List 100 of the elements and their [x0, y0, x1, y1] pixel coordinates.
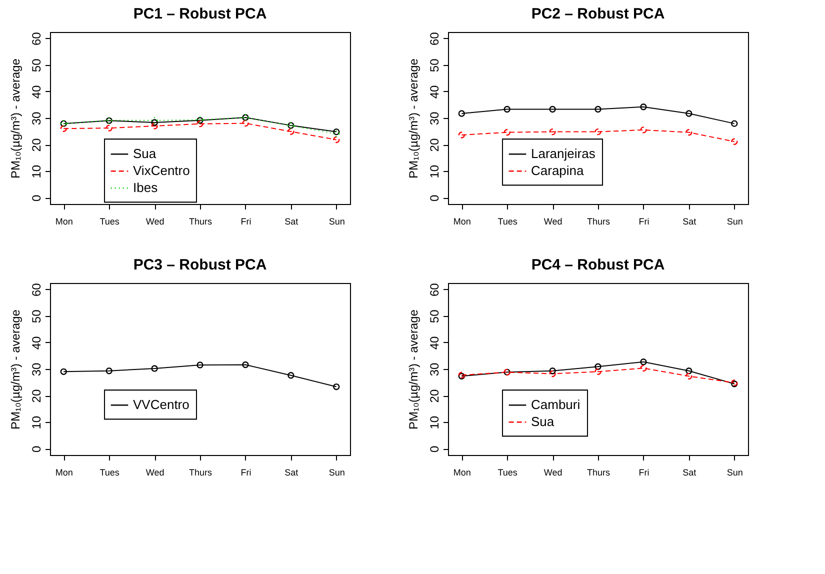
- x-tick-label: Wed: [544, 468, 562, 478]
- point: [686, 110, 692, 117]
- legend-label: Sua: [531, 414, 555, 430]
- y-tick-label: 60: [428, 282, 442, 297]
- x-tick-label: Sat: [682, 216, 697, 226]
- point: [151, 365, 158, 372]
- x-tick-label: Thurs: [188, 468, 212, 478]
- y-axis-title: PM₁₀(µg/m³) - average: [8, 309, 22, 430]
- y-tick-label: 20: [428, 389, 442, 403]
- x-tick-label: Thurs: [188, 216, 212, 226]
- point: [549, 106, 556, 113]
- point: [686, 372, 692, 380]
- y-tick-label: 40: [428, 336, 442, 350]
- point: [242, 361, 249, 368]
- x-tick-label: Sat: [284, 468, 299, 478]
- x-tick-label: Sun: [726, 468, 743, 478]
- point: [549, 370, 556, 378]
- y-tick-label: 10: [428, 416, 442, 430]
- chart-title: PC1 – Robust PCA: [133, 6, 267, 23]
- y-tick-label: 10: [30, 416, 44, 430]
- y-tick-label: 20: [30, 389, 44, 403]
- point: [594, 106, 602, 113]
- chart-title: PC4 – Robust PCA: [531, 256, 665, 274]
- x-tick-label: Thurs: [586, 216, 610, 226]
- y-tick-label: 40: [30, 336, 44, 350]
- y-tick-label: 30: [30, 362, 44, 376]
- y-tick-label: 10: [30, 164, 44, 178]
- point: [504, 129, 510, 136]
- x-tick-label: Thurs: [586, 468, 610, 478]
- y-tick-label: 30: [428, 362, 442, 376]
- y-axis-title: PM₁₀(µg/m³) - average: [406, 309, 420, 430]
- point: [504, 106, 510, 113]
- legend-label: Sua: [133, 146, 157, 162]
- point: [640, 126, 647, 134]
- point: [686, 129, 692, 136]
- legend-label: Ibes: [133, 180, 158, 196]
- legend-label: Laranjeiras: [531, 146, 596, 162]
- x-tick-label: Sat: [682, 468, 697, 478]
- point: [640, 104, 647, 110]
- point: [151, 122, 158, 130]
- y-tick-label: 0: [428, 194, 442, 202]
- y-tick-label: 50: [30, 309, 44, 324]
- y-tick-label: 60: [30, 282, 44, 297]
- y-tick-label: 50: [428, 58, 442, 72]
- y-axis-title: PM₁₀(µg/m³) - average: [8, 58, 22, 178]
- y-tick-label: 60: [30, 32, 44, 46]
- y-tick-label: 20: [30, 138, 44, 152]
- point: [549, 128, 556, 136]
- x-tick-label: Fri: [240, 216, 252, 226]
- y-tick-label: 50: [30, 58, 44, 72]
- x-tick-label: Fri: [240, 468, 252, 478]
- x-tick-label: Tues: [100, 468, 120, 478]
- y-axis-title: PM₁₀(µg/m³) - average: [406, 58, 420, 178]
- y-tick-label: 20: [428, 138, 442, 152]
- point: [106, 368, 112, 374]
- x-tick-label: Sat: [284, 216, 299, 226]
- point: [288, 372, 294, 379]
- y-tick-label: 0: [428, 445, 442, 452]
- legend-label: Carapina: [531, 163, 585, 178]
- legend-label: Camburi: [531, 397, 580, 412]
- x-tick-label: Tues: [100, 216, 120, 226]
- x-tick-label: Mon: [55, 468, 73, 478]
- point: [288, 128, 294, 135]
- x-tick-label: Mon: [453, 468, 471, 478]
- y-tick-label: 10: [428, 164, 442, 178]
- point: [106, 124, 112, 132]
- x-tick-label: Tues: [498, 468, 518, 478]
- x-tick-label: Wed: [146, 468, 164, 478]
- x-tick-label: Sun: [726, 216, 743, 226]
- point: [196, 120, 204, 128]
- x-tick-label: Sun: [328, 468, 345, 478]
- point: [242, 120, 249, 127]
- x-tick-label: Mon: [453, 216, 471, 226]
- chart-title: PC2 – Robust PCA: [531, 6, 665, 23]
- y-tick-label: 50: [428, 309, 442, 324]
- point: [640, 364, 647, 372]
- x-tick-label: Tues: [498, 216, 518, 226]
- y-tick-label: 0: [30, 445, 44, 452]
- point: [594, 363, 602, 370]
- x-tick-label: Wed: [544, 216, 562, 226]
- point: [549, 368, 556, 374]
- legend-label: VVCentro: [133, 397, 190, 412]
- chart-title: PC3 – Robust PCA: [133, 256, 267, 274]
- y-tick-label: 60: [428, 32, 442, 46]
- x-tick-label: Wed: [146, 216, 164, 226]
- point: [640, 358, 647, 366]
- x-tick-label: Fri: [638, 216, 650, 226]
- x-tick-label: Sun: [328, 216, 345, 226]
- point: [594, 368, 602, 375]
- x-tick-label: Mon: [55, 216, 73, 226]
- y-tick-label: 40: [30, 84, 44, 99]
- point: [686, 368, 692, 374]
- legend-label: VixCentro: [133, 163, 190, 178]
- point: [196, 362, 204, 368]
- y-tick-label: 40: [428, 84, 442, 99]
- x-tick-label: Fri: [638, 468, 650, 478]
- y-tick-label: 0: [30, 194, 44, 202]
- point: [594, 128, 602, 136]
- y-tick-label: 30: [30, 112, 44, 126]
- y-tick-label: 30: [428, 112, 442, 126]
